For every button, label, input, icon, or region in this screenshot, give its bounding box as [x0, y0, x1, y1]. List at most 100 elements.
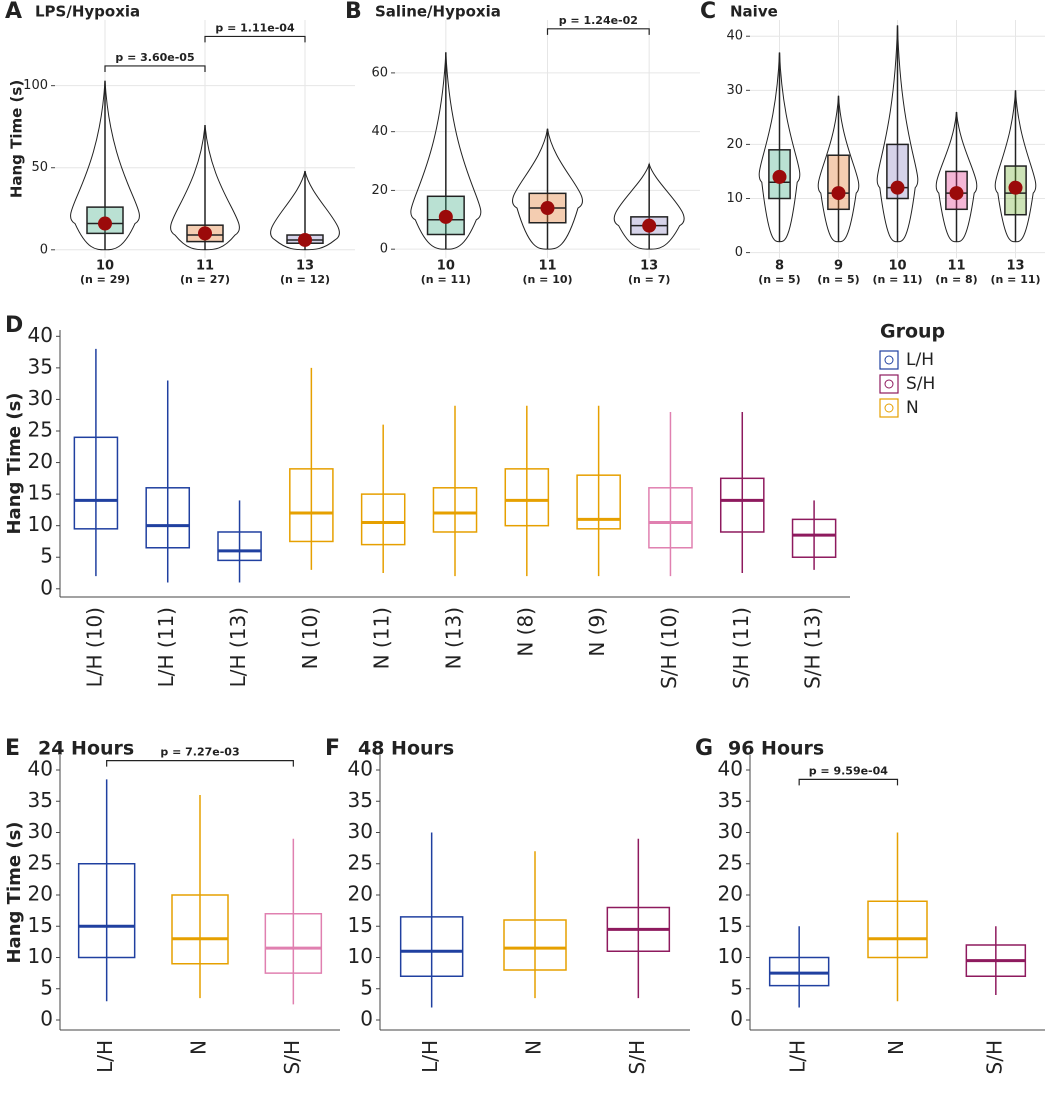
box [503, 919, 567, 971]
box [171, 894, 229, 965]
legend-key [879, 398, 899, 418]
box [648, 487, 693, 549]
x-tick-label: N (9) [585, 607, 609, 657]
box [73, 436, 119, 530]
x-tick-label: N (10) [298, 607, 322, 669]
panel-letter: C [700, 0, 716, 24]
legend-title: Group [880, 321, 945, 343]
x-tick-label: L/H [93, 1040, 117, 1073]
violin [935, 111, 978, 243]
y-tick-label: 100 [23, 78, 48, 93]
x-tick-label: 10 [437, 259, 455, 274]
box [432, 487, 478, 533]
y-tick-label: 20 [726, 137, 743, 152]
box [504, 468, 550, 527]
n-label: (n = 10) [522, 273, 572, 286]
panel-title: 96 Hours [728, 738, 824, 760]
y-tick-label: 5 [360, 975, 373, 999]
x-tick-label: 13 [640, 259, 658, 274]
x-tick-label: N (11) [370, 607, 394, 669]
x-tick-label: 11 [196, 259, 214, 274]
n-label: (n = 7) [628, 273, 670, 286]
box [264, 913, 323, 974]
x-tick-label: L/H [418, 1040, 442, 1073]
y-axis-title: Hang Time (s) [4, 821, 25, 963]
box [399, 916, 464, 977]
y-tick-label: 5 [40, 544, 53, 568]
y-tick-label: 25 [348, 850, 373, 874]
p-value: p = 3.60e-05 [115, 51, 194, 64]
x-tick-label: 11 [947, 259, 965, 274]
violin [758, 52, 801, 243]
significance-bracket [204, 35, 306, 43]
n-label: (n = 27) [180, 273, 230, 286]
n-label: (n = 11) [421, 273, 471, 286]
mean-dot [890, 180, 905, 195]
y-tick-label: 20 [371, 183, 388, 198]
x-tick-label: S/H [625, 1040, 649, 1074]
x-tick-label: 11 [538, 259, 556, 274]
legend-label: N [906, 398, 919, 418]
n-label: (n = 5) [817, 273, 859, 286]
y-tick-label: 10 [718, 944, 743, 968]
x-tick-label: 13 [296, 259, 314, 274]
y-tick-label: 30 [348, 819, 373, 843]
panel-title: Saline/Hypoxia [375, 3, 501, 21]
p-value: p = 1.24e-02 [559, 14, 638, 27]
box [77, 863, 136, 959]
mean-dot [642, 218, 657, 233]
violin [994, 90, 1037, 243]
legend-label: S/H [906, 374, 935, 394]
mean-dot [98, 216, 112, 231]
y-tick-label: 0 [40, 242, 48, 257]
mean-dot [540, 201, 555, 216]
y-tick-label: 0 [730, 1007, 743, 1031]
legend-key-dot [884, 355, 894, 365]
legend-key-dot [884, 379, 894, 389]
mean-dot [949, 186, 964, 201]
panel-title: LPS/Hypoxia [35, 3, 140, 21]
y-tick-label: 30 [718, 819, 743, 843]
x-tick-label: S/H (10) [657, 607, 681, 689]
y-tick-label: 40 [28, 323, 53, 347]
box [145, 487, 191, 549]
n-label: (n = 29) [80, 273, 130, 286]
box [791, 518, 837, 558]
panel-letter: E [5, 736, 20, 761]
mean-dot [198, 226, 212, 241]
legend-key-dot [884, 403, 894, 413]
y-tick-label: 15 [28, 913, 53, 937]
panel-letter: G [695, 736, 713, 761]
mean-dot [831, 186, 846, 201]
p-value: p = 7.27e-03 [160, 746, 239, 759]
box [289, 468, 334, 543]
x-tick-label: N (8) [513, 607, 537, 657]
mean-dot [1008, 180, 1023, 195]
y-tick-label: 15 [348, 913, 373, 937]
n-label: (n = 11) [990, 273, 1040, 286]
y-tick-label: 40 [348, 757, 373, 781]
y-tick-label: 40 [726, 29, 743, 44]
panel-title: 48 Hours [358, 738, 454, 760]
y-tick-label: 40 [371, 124, 388, 139]
y-tick-label: 40 [718, 757, 743, 781]
box [217, 531, 262, 562]
box [827, 154, 850, 211]
panel-letter: D [5, 313, 23, 338]
y-tick-label: 25 [28, 850, 53, 874]
y-tick-label: 40 [28, 757, 53, 781]
x-tick-label: N [187, 1040, 211, 1055]
y-axis-title: Hang Time (s) [4, 392, 25, 534]
x-tick-label: S/H (11) [729, 607, 753, 689]
y-tick-label: 20 [28, 882, 53, 906]
x-tick-label: 10 [888, 259, 906, 274]
n-label: (n = 11) [872, 273, 922, 286]
mean-dot [298, 232, 312, 247]
y-tick-label: 50 [31, 160, 48, 175]
y-tick-label: 5 [730, 975, 743, 999]
y-tick-label: 35 [28, 788, 53, 812]
y-tick-label: 30 [28, 819, 53, 843]
y-tick-label: 0 [380, 242, 388, 257]
x-tick-label: 13 [1006, 259, 1024, 274]
significance-bracket [104, 65, 206, 72]
